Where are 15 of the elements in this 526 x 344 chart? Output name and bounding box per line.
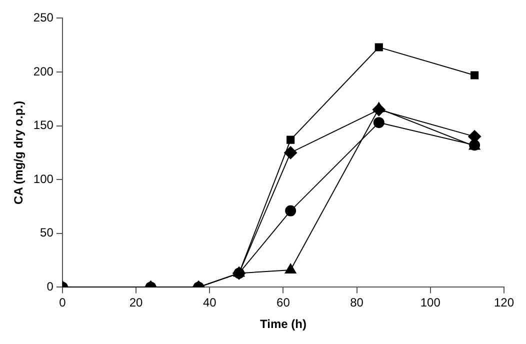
x-tick-label: 20 (129, 296, 144, 310)
y-tick-label: 0 (46, 280, 54, 294)
x-tick-label: 0 (59, 296, 66, 310)
x-tick-label: 40 (202, 296, 217, 310)
x-tick-label: 60 (276, 296, 290, 310)
y-tick-label: 50 (40, 226, 54, 240)
x-tick-label: 80 (350, 296, 364, 310)
x-tick-label: 100 (420, 296, 441, 310)
x-tick-label: 120 (494, 296, 514, 310)
y-tick-label: 250 (33, 10, 54, 25)
y-axis-title: CA (mg/g dry o.p.) (12, 100, 26, 204)
y-tick-label: 150 (33, 118, 54, 132)
x-axis-title: Time (h) (260, 317, 306, 332)
y-tick-label: 200 (33, 64, 54, 78)
y-tick-label: 100 (33, 172, 54, 186)
